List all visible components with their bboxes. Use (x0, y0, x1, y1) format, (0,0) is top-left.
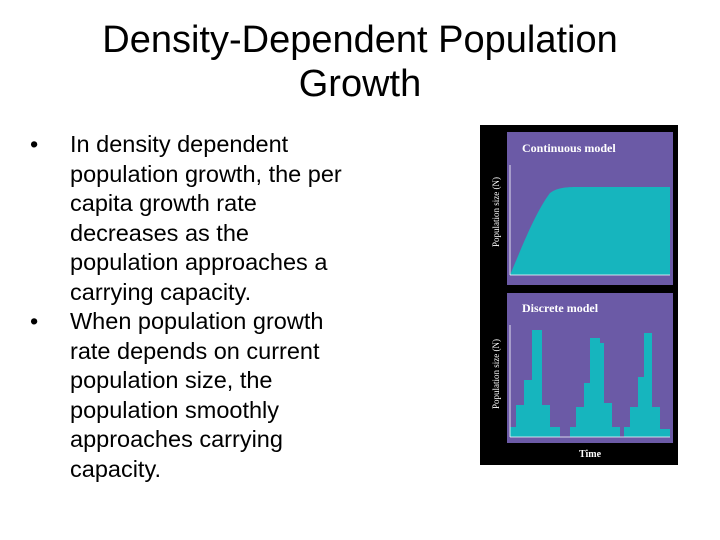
title-line-2: Growth (298, 63, 422, 105)
bullet-item: When population growth rate depends on c… (30, 307, 450, 484)
bullet-line: approaches carrying (70, 426, 283, 452)
slide-title: Density-Dependent Population Growth (0, 18, 720, 106)
bullet-line: population smoothly (70, 396, 280, 423)
bullet-list: In density dependent population growth, … (30, 130, 450, 484)
population-models-figure: Continuous model Population size (N) Dis… (480, 125, 678, 465)
bullet-line: population size, the (70, 367, 273, 393)
bullet-line: In density dependent (70, 131, 289, 157)
bullet-line: When population growth (70, 308, 324, 334)
continuous-panel-title: Continuous model (522, 141, 616, 155)
figure-svg: Continuous model Population size (N) Dis… (491, 132, 673, 460)
discrete-panel-title: Discrete model (522, 301, 599, 315)
bullet-line: capacity. (70, 455, 161, 482)
bullet-line: carrying capacity. (70, 278, 252, 305)
bullet-item: In density dependent population growth, … (30, 130, 450, 307)
discrete-growth-steps (510, 330, 670, 437)
discrete-ylabel: Population size (N) (491, 339, 501, 409)
continuous-growth-area (510, 187, 670, 275)
continuous-ylabel: Population size (N) (491, 177, 501, 247)
discrete-xlabel: Time (579, 449, 602, 460)
bullet-line: rate depends on current (70, 337, 320, 364)
bullet-line: decreases as the (70, 219, 249, 246)
bullet-line: capita growth rate (70, 190, 257, 216)
bullet-line: population approaches a (70, 249, 328, 275)
title-line-1: Density-Dependent Population (102, 19, 618, 61)
bullet-line: population growth, the per (70, 160, 342, 187)
